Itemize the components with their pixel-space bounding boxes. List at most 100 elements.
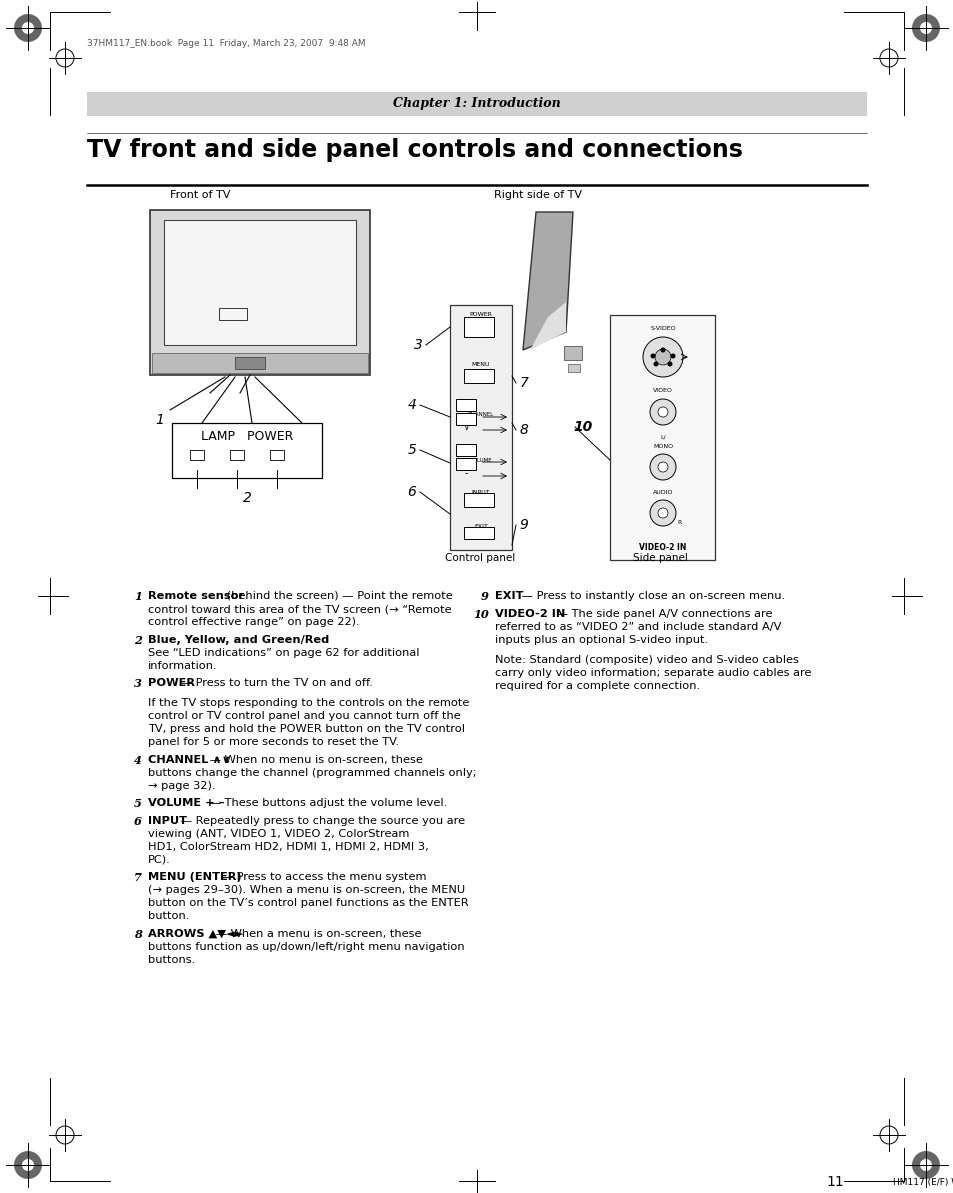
Text: -: - xyxy=(464,468,467,478)
Text: — These buttons adjust the volume level.: — These buttons adjust the volume level. xyxy=(206,798,447,809)
Text: → page 32).: → page 32). xyxy=(148,780,215,791)
Bar xyxy=(152,353,368,373)
Circle shape xyxy=(911,1151,939,1179)
Text: button.: button. xyxy=(148,911,190,921)
Bar xyxy=(190,450,204,460)
Polygon shape xyxy=(522,212,573,350)
Circle shape xyxy=(22,21,34,33)
Text: EXIT: EXIT xyxy=(495,591,523,601)
Text: ∨: ∨ xyxy=(463,422,468,432)
Text: control or TV control panel and you cannot turn off the: control or TV control panel and you cann… xyxy=(148,711,460,722)
Text: R: R xyxy=(678,520,681,525)
Text: carry only video information; separate audio cables are: carry only video information; separate a… xyxy=(495,668,811,678)
Text: See “LED indications” on page 62 for additional: See “LED indications” on page 62 for add… xyxy=(148,648,419,657)
Text: MENU (ENTER): MENU (ENTER) xyxy=(148,872,241,883)
Text: 9: 9 xyxy=(480,591,489,602)
Text: 2: 2 xyxy=(134,635,142,645)
Text: — Press to turn the TV on and off.: — Press to turn the TV on and off. xyxy=(177,678,373,688)
Text: — Press to access the menu system: — Press to access the menu system xyxy=(217,872,426,883)
Bar xyxy=(463,369,494,383)
Bar xyxy=(456,444,476,456)
Text: 6: 6 xyxy=(407,486,416,499)
Text: 4: 4 xyxy=(407,398,416,412)
Text: 1: 1 xyxy=(155,413,164,427)
Text: — Repeatedly press to change the source you are: — Repeatedly press to change the source … xyxy=(177,816,465,826)
Text: 3: 3 xyxy=(134,678,142,690)
Text: VIDEO: VIDEO xyxy=(653,389,672,394)
Bar xyxy=(172,424,322,478)
Text: CHANNEL ∧∨: CHANNEL ∧∨ xyxy=(148,755,231,765)
Circle shape xyxy=(658,407,667,418)
Text: information.: information. xyxy=(148,661,217,670)
Text: Chapter 1: Introduction: Chapter 1: Introduction xyxy=(393,98,560,111)
Circle shape xyxy=(671,354,674,358)
Circle shape xyxy=(911,14,939,42)
Text: S-VIDEO: S-VIDEO xyxy=(650,327,675,332)
Text: 37HM117_EN.book  Page 11  Friday, March 23, 2007  9:48 AM: 37HM117_EN.book Page 11 Friday, March 23… xyxy=(87,39,365,49)
Text: +: + xyxy=(462,445,469,455)
Text: EXIT: EXIT xyxy=(474,525,487,530)
Text: button on the TV’s control panel functions as the ENTER: button on the TV’s control panel functio… xyxy=(148,898,468,908)
Bar xyxy=(456,458,476,470)
Text: referred to as “VIDEO 2” and include standard A/V: referred to as “VIDEO 2” and include sta… xyxy=(495,622,781,631)
Bar xyxy=(563,346,581,360)
Text: 8: 8 xyxy=(519,424,528,437)
Bar xyxy=(450,305,512,550)
Bar xyxy=(219,308,247,320)
Text: control toward this area of the TV screen (→ “Remote: control toward this area of the TV scree… xyxy=(148,604,451,614)
Text: L/: L/ xyxy=(659,434,665,439)
Text: CHANNEL: CHANNEL xyxy=(467,413,494,418)
Circle shape xyxy=(642,336,682,377)
Circle shape xyxy=(658,508,667,518)
Circle shape xyxy=(655,350,670,365)
Text: ARROWS ▲▼◄►: ARROWS ▲▼◄► xyxy=(148,929,243,939)
Text: INPUT: INPUT xyxy=(148,816,187,826)
Text: 9: 9 xyxy=(519,518,528,532)
Text: If the TV stops responding to the controls on the remote: If the TV stops responding to the contro… xyxy=(148,698,469,709)
Text: Remote sensor: Remote sensor xyxy=(148,591,244,601)
Text: POWER: POWER xyxy=(148,678,194,688)
Text: inputs plus an optional S-video input.: inputs plus an optional S-video input. xyxy=(495,635,707,644)
Bar xyxy=(270,450,284,460)
Text: Note: Standard (composite) video and S-video cables: Note: Standard (composite) video and S-v… xyxy=(495,655,798,665)
Text: 10: 10 xyxy=(573,420,592,434)
Text: INPUT: INPUT xyxy=(471,490,490,495)
Text: TV, press and hold the POWER button on the TV control: TV, press and hold the POWER button on t… xyxy=(148,724,464,734)
Text: Right side of TV: Right side of TV xyxy=(494,190,581,200)
Text: VOLUME + –: VOLUME + – xyxy=(148,798,224,809)
Polygon shape xyxy=(530,302,565,350)
Text: 7: 7 xyxy=(519,376,528,390)
Text: 4: 4 xyxy=(134,755,142,766)
Bar xyxy=(230,450,244,460)
Bar xyxy=(456,413,476,425)
Text: Blue, Yellow, and Green/Red: Blue, Yellow, and Green/Red xyxy=(148,635,329,644)
Text: control effective range” on page 22).: control effective range” on page 22). xyxy=(148,617,359,628)
Text: PC).: PC). xyxy=(148,855,171,865)
Text: 2: 2 xyxy=(242,492,252,505)
Text: buttons.: buttons. xyxy=(148,956,195,965)
Bar xyxy=(463,493,494,507)
Circle shape xyxy=(649,500,676,526)
Text: (→ pages 29–30). When a menu is on-screen, the MENU: (→ pages 29–30). When a menu is on-scree… xyxy=(148,885,465,896)
Text: 6: 6 xyxy=(134,816,142,827)
Text: viewing (ANT, VIDEO 1, VIDEO 2, ColorStream: viewing (ANT, VIDEO 1, VIDEO 2, ColorStr… xyxy=(148,829,409,839)
Text: ∧: ∧ xyxy=(463,400,468,408)
Text: — Press to instantly close an on-screen menu.: — Press to instantly close an on-screen … xyxy=(517,591,784,601)
Text: 1: 1 xyxy=(134,591,142,602)
Text: TV front and side panel controls and connections: TV front and side panel controls and con… xyxy=(87,138,742,162)
Circle shape xyxy=(919,1160,931,1172)
Text: buttons function as up/down/left/right menu navigation: buttons function as up/down/left/right m… xyxy=(148,942,464,952)
Text: required for a complete connection.: required for a complete connection. xyxy=(495,681,700,691)
Bar xyxy=(234,357,265,369)
Circle shape xyxy=(649,455,676,480)
Text: 7: 7 xyxy=(134,872,142,884)
Text: VIDEO-2 IN: VIDEO-2 IN xyxy=(495,608,565,618)
Circle shape xyxy=(654,363,658,366)
Circle shape xyxy=(660,348,664,352)
Bar xyxy=(609,315,714,560)
Text: 5: 5 xyxy=(407,443,416,457)
Text: VIDEO-2 IN: VIDEO-2 IN xyxy=(639,544,686,552)
Bar xyxy=(150,210,370,375)
Text: POWER: POWER xyxy=(469,313,492,317)
Circle shape xyxy=(651,354,654,358)
